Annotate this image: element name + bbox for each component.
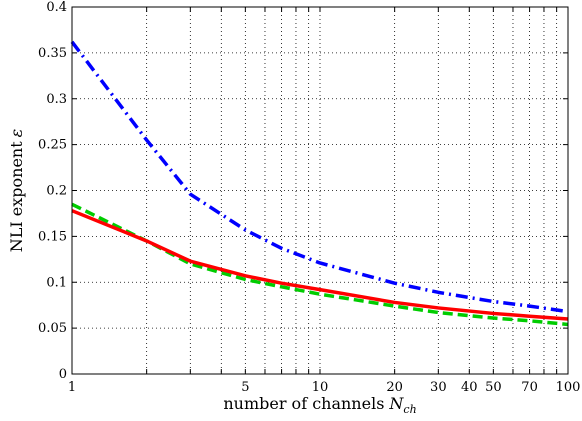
y-tick-label: 0 bbox=[59, 367, 67, 382]
series-line-dashed bbox=[71, 202, 569, 327]
y-tick-label: 0.1 bbox=[46, 275, 67, 290]
x-tick-label: 70 bbox=[521, 380, 538, 395]
series-layer bbox=[70, 40, 569, 327]
x-tick-label: 10 bbox=[312, 380, 329, 395]
y-tick-label: 0.2 bbox=[46, 184, 67, 199]
y-tick-label: 0.35 bbox=[38, 46, 67, 61]
series-line-dash-dot bbox=[70, 40, 569, 314]
y-tick-label: 0.25 bbox=[38, 138, 67, 153]
x-tick-label: 50 bbox=[485, 380, 502, 395]
grid-lines bbox=[72, 7, 568, 374]
axis-ticks: 1 5 10 20 30 40 50 70 100 0 0.05 0.1 0.15 0.2 0.25 0.3 0… bbox=[38, 0, 580, 395]
y-tick-label: 0.3 bbox=[46, 92, 67, 107]
x-tick-label: 30 bbox=[430, 380, 447, 395]
y-axis-label: NLI exponentε bbox=[7, 129, 26, 253]
y-tick-label: 0.05 bbox=[38, 321, 67, 336]
y-tick-label: 0.4 bbox=[46, 0, 67, 15]
x-tick-label: 40 bbox=[461, 380, 478, 395]
x-tick-label: 100 bbox=[556, 380, 581, 395]
x-tick-label: 20 bbox=[386, 380, 403, 395]
x-axis-label: number of channels Nch bbox=[223, 394, 416, 416]
x-tick-label: 5 bbox=[241, 380, 249, 395]
y-tick-label: 0.15 bbox=[38, 229, 67, 244]
x-tick-label: 1 bbox=[68, 380, 76, 395]
series-line-solid bbox=[71, 209, 569, 321]
